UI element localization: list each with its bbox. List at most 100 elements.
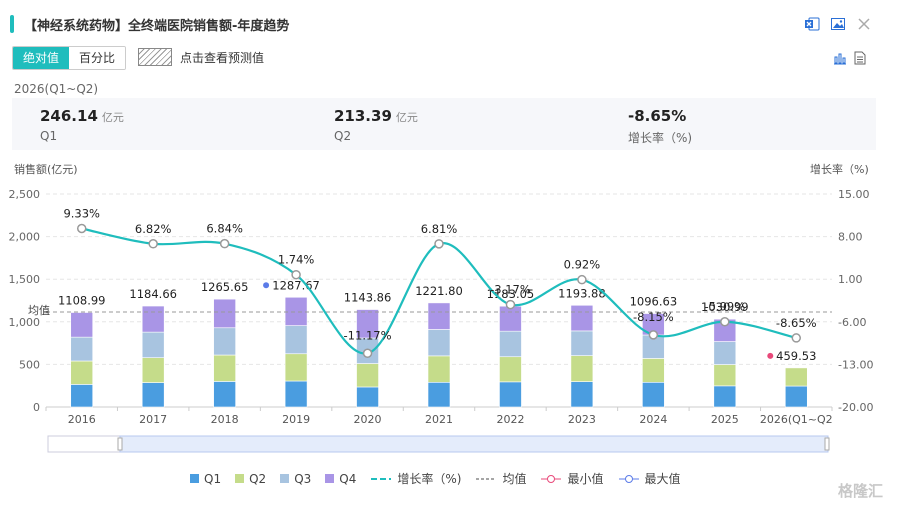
growth-rate-point	[505, 299, 516, 310]
legend-q3-label: Q3	[294, 471, 312, 486]
x-tick-label: 2019	[282, 413, 310, 426]
stat-growth-value: -8.65%	[628, 107, 687, 125]
growth-rate-label: 9.33%	[63, 207, 100, 221]
bar-segment-q1	[784, 385, 808, 408]
bar-segment-q4	[284, 296, 308, 326]
bar-segment-q2	[427, 355, 451, 383]
x-tick-label: 2025	[711, 413, 739, 426]
legend-growth-label: 增长率（%)	[397, 472, 462, 486]
stat-q1-label: Q1	[40, 129, 58, 143]
y-tick-label: 1,500	[9, 273, 41, 286]
stat-growth-label: 增长率（%)	[628, 131, 693, 145]
page-title: 【神经系统药物】全终端医院销售额-年度趋势	[24, 19, 290, 34]
bar-segment-q3	[499, 330, 522, 358]
bar-segment-q2	[713, 364, 737, 387]
y2-tick-label: 15.00	[838, 188, 870, 201]
bar-segment-q2	[213, 354, 236, 382]
bar-segment-q4	[427, 302, 451, 330]
growth-rate-point	[362, 348, 373, 359]
growth-rate-point	[434, 239, 444, 249]
legend-q2-label: Q2	[249, 471, 267, 486]
x-tick-label: 2021	[425, 413, 453, 426]
y-tick-label: 2,500	[9, 188, 41, 201]
bar-segment-q4	[570, 304, 594, 332]
growth-rate-point	[148, 239, 158, 249]
x-tick-label: 2023	[568, 413, 596, 426]
growth-rate-label: -5.99%	[704, 300, 745, 314]
legend-q3[interactable]: Q3	[280, 472, 311, 486]
toggle-absolute[interactable]: 绝对值	[13, 47, 70, 69]
legend-q1[interactable]: Q1	[190, 472, 221, 486]
growth-rate-label: -3.17%	[490, 283, 531, 297]
bar-segment-q4	[499, 305, 522, 332]
legend-growth-line-icon	[371, 477, 392, 480]
zoom-slider-range	[119, 435, 829, 453]
bar-segment-q2	[642, 358, 665, 383]
y-tick-label: 1,000	[9, 316, 41, 329]
legend-q4-swatch	[325, 474, 335, 483]
y2-tick-label: 1.00	[838, 273, 863, 286]
y-tick-label: 2,000	[9, 231, 41, 244]
predict-pattern-swatch[interactable]	[138, 48, 172, 66]
stat-q1-unit: 亿元	[101, 111, 124, 124]
bar-chart-view-icon[interactable]	[832, 50, 848, 66]
bar-segment-q1	[213, 381, 236, 408]
bar-segment-q1	[499, 381, 522, 408]
legend-q2-swatch	[235, 474, 245, 483]
growth-rate-point	[648, 330, 659, 340]
bar-segment-q1	[642, 381, 665, 408]
legend-max-label: 最大值	[644, 472, 681, 486]
y2-axis-title: 增长率（%)	[810, 163, 869, 176]
legend-max-marker-icon	[618, 474, 639, 483]
growth-rate-point	[76, 223, 87, 234]
bar-segment-q3	[427, 329, 451, 357]
chart-legend: Q1 Q2 Q3 Q4 增长率（%) 均值 最小值 最大值	[190, 470, 681, 487]
legend-q4[interactable]: Q4	[325, 472, 356, 486]
bar-total-label: 1184.66	[129, 287, 177, 301]
legend-q1-swatch	[190, 474, 199, 483]
stat-q2-value: 213.39	[334, 107, 392, 125]
bar-segment-q1	[356, 386, 379, 408]
bar-segment-q2	[570, 355, 594, 382]
x-tick-label: 2017	[139, 413, 167, 426]
table-view-icon[interactable]	[852, 50, 868, 66]
bar-segment-q3	[570, 330, 594, 356]
bar-segment-q1	[713, 385, 737, 408]
close-icon[interactable]	[856, 16, 872, 32]
bar-segment-q2	[284, 353, 308, 382]
excel-export-icon[interactable]	[804, 16, 820, 32]
legend-avg[interactable]: 均值	[475, 470, 526, 487]
growth-rate-label: 0.92%	[564, 258, 601, 272]
legend-q1-label: Q1	[204, 471, 222, 486]
max-value-marker	[263, 282, 270, 289]
title-accent-bar	[10, 15, 14, 33]
legend-max[interactable]: 最大值	[618, 470, 681, 487]
growth-rate-label: 6.81%	[421, 222, 458, 236]
y2-tick-label: -20.00	[838, 401, 873, 414]
stat-q2: 213.39 亿元 Q2	[334, 106, 418, 143]
image-export-icon[interactable]	[830, 16, 846, 32]
bar-segment-q3	[213, 327, 236, 356]
legend-min[interactable]: 最小值	[540, 470, 604, 487]
toggle-percent[interactable]: 百分比	[69, 47, 126, 69]
bar-total-label: 1221.80	[415, 284, 463, 298]
growth-rate-label: -8.15%	[633, 310, 674, 324]
growth-rate-point	[219, 238, 230, 249]
x-tick-label: 2020	[354, 413, 382, 426]
bar-total-label: 1108.99	[58, 294, 106, 308]
min-value-marker	[767, 352, 774, 359]
growth-rate-label: -8.65%	[776, 316, 817, 330]
legend-avg-label: 均值	[502, 472, 527, 486]
bar-segment-q3	[713, 341, 737, 365]
x-tick-label: 2016	[68, 413, 96, 426]
legend-q2[interactable]: Q2	[235, 472, 266, 486]
legend-min-marker-icon	[541, 474, 562, 483]
bar-segment-q2	[70, 360, 94, 385]
growth-rate-point	[720, 316, 730, 327]
bar-segment-q1	[427, 381, 451, 408]
legend-growth[interactable]: 增长率（%)	[370, 470, 461, 487]
predict-toggle-label[interactable]: 点击查看预测值	[180, 51, 265, 65]
bar-total-label: 1265.65	[201, 280, 249, 294]
growth-rate-label: 1.74%	[278, 253, 315, 267]
